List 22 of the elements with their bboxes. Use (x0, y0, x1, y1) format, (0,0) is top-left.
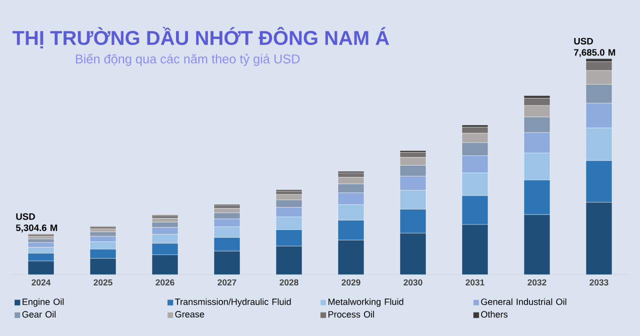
legend-label: Process Oil (328, 310, 374, 318)
x-tick-label: 2027 (218, 279, 236, 286)
chart-subtitle: Biến động qua các năm theo tỷ giá USD (76, 54, 300, 66)
x-tick-label: 2028 (280, 279, 298, 286)
x-tick-label: 2025 (94, 279, 112, 286)
legend-label: General Industrial Oil (481, 298, 566, 306)
x-tick-label: 2024 (32, 279, 51, 286)
x-tick-label: 2029 (342, 279, 360, 286)
x-tick-label: 2031 (466, 279, 484, 286)
chart-title: THỊ TRƯỜNG DẦU NHỚT ĐÔNG NAM Á (12, 26, 390, 48)
total-label: USD 7,685.0 M (574, 38, 616, 58)
legend-label: Grease (175, 311, 204, 318)
legend-label: Metalworking Fluid (328, 298, 404, 307)
x-tick-label: 2026 (156, 279, 174, 286)
legend-label: Gear Oil (22, 310, 56, 318)
legend-label: Transmission/Hydraulic Fluid (175, 298, 291, 307)
x-tick-label: 2030 (404, 279, 422, 286)
total-label: USD 5,304.6 M (16, 213, 58, 232)
x-tick-label: 2033 (590, 279, 608, 286)
legend-label: Others (481, 310, 508, 318)
x-tick-label: 2032 (528, 279, 546, 286)
legend-label: Engine Oil (22, 298, 64, 307)
